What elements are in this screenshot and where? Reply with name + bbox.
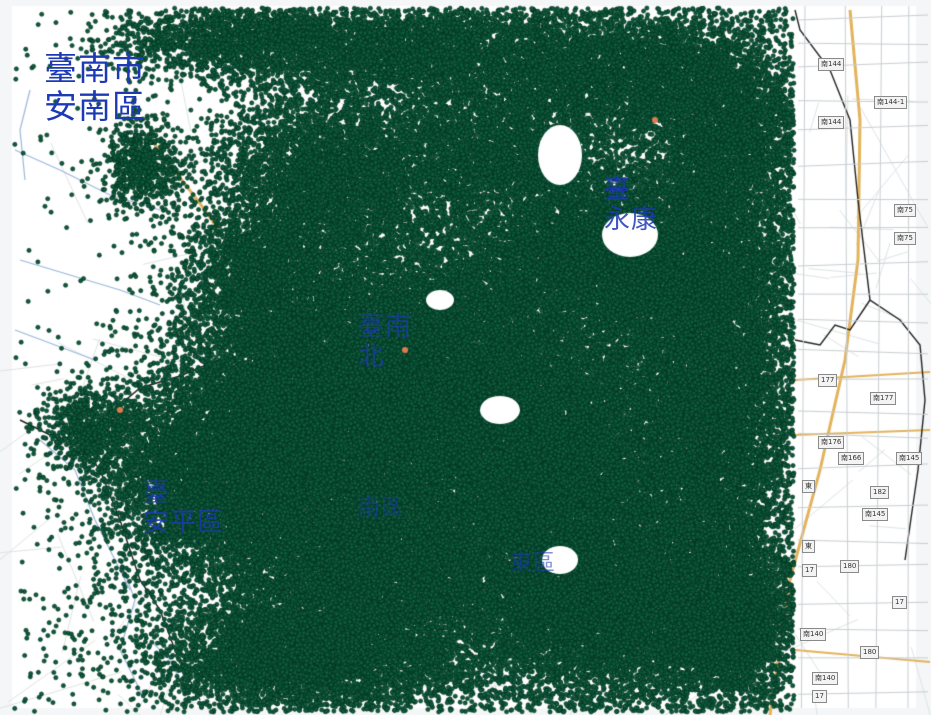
district-label-east-lower: 東區 [510, 551, 557, 576]
district-label-mid: 臺南 北 [358, 312, 412, 372]
route-shield: 南145 [862, 508, 889, 521]
route-shield: 南140 [800, 628, 827, 641]
route-shield: 182 [870, 486, 890, 499]
district-label-west: 臺 安平區 [143, 478, 224, 538]
district-label-annan: 臺南市 安南區 [44, 50, 146, 126]
district-label-east: 臺 永康 [604, 175, 658, 235]
district-line-1: 臺 [604, 175, 632, 205]
route-shield: 17 [892, 596, 907, 609]
district-name: 安南區 [44, 87, 146, 126]
route-shield: 南144-1 [874, 96, 908, 109]
route-shield: 南176 [818, 436, 845, 449]
route-shield: 南75 [894, 204, 916, 217]
route-shield: 17 [802, 564, 817, 577]
route-shield: 180 [840, 560, 860, 573]
district-line-2: 北 [358, 342, 386, 372]
route-shield: 南144 [818, 116, 845, 129]
route-shield: 177 [818, 374, 838, 387]
route-shield: 180 [860, 646, 880, 659]
route-shield: 南145 [896, 452, 923, 465]
route-shield: 南140 [812, 672, 839, 685]
route-shield: 南75 [894, 232, 916, 245]
district-line-1: 臺 [143, 478, 171, 508]
route-shield: 南166 [838, 452, 865, 465]
district-line-1: 臺南 [358, 312, 413, 342]
district-line-2: 安平區 [143, 508, 225, 538]
district-label-south: 南區 [358, 496, 405, 521]
route-shield: 17 [812, 690, 827, 703]
city-name: 臺南市 [44, 49, 146, 88]
route-shield: 東 [802, 540, 815, 553]
district-line-2: 永康 [604, 205, 659, 235]
route-shield: 南144 [818, 58, 845, 71]
route-shield: 南177 [870, 392, 897, 405]
route-shield: 東 [802, 480, 815, 493]
